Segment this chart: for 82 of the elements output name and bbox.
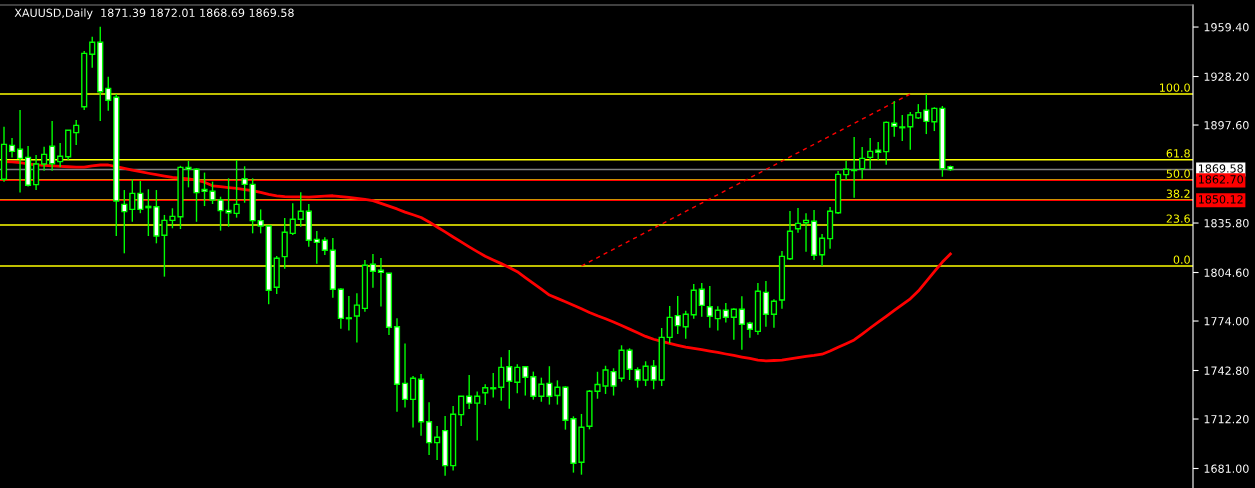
candlestick	[466, 374, 473, 410]
candlestick	[674, 295, 681, 335]
candlestick	[313, 230, 320, 265]
candlestick	[522, 366, 529, 397]
candlestick	[105, 75, 112, 112]
candlestick	[32, 154, 40, 191]
candlestick	[474, 390, 481, 442]
candlestick	[843, 160, 850, 181]
candlestick	[353, 292, 360, 344]
candlestick	[931, 106, 938, 132]
candlestick	[297, 191, 304, 228]
candlestick	[49, 120, 56, 172]
candlestick	[16, 109, 24, 194]
candlestick	[907, 111, 914, 151]
candlestick	[714, 305, 721, 332]
candlestick	[369, 253, 377, 289]
candlestick	[530, 370, 537, 401]
candlestick	[706, 285, 713, 329]
candlestick	[425, 401, 433, 456]
candlestick	[698, 282, 705, 318]
candlestick	[121, 189, 128, 255]
candlestick	[730, 307, 737, 341]
ref-line-label: 1869.58	[1198, 164, 1243, 173]
candlestick	[482, 383, 489, 406]
annotation: 23.6	[1166, 214, 1190, 223]
candlestick	[818, 233, 826, 267]
candlestick	[891, 100, 898, 138]
y-tick-label: 1774.00	[1204, 317, 1249, 326]
ref-line-label: 1850.12	[1198, 195, 1243, 204]
candlestick	[851, 136, 858, 199]
candlestick	[433, 425, 441, 461]
candlestick	[899, 114, 906, 142]
annotation: 38.2	[1166, 189, 1190, 198]
y-tick-label: 1742.80	[1204, 366, 1249, 375]
ref-line-label: 1862.70	[1198, 175, 1243, 184]
candlestick	[650, 359, 657, 390]
candlestick	[506, 349, 513, 410]
candlestick	[345, 295, 352, 332]
candlestick	[289, 202, 296, 236]
candlestick	[241, 165, 248, 204]
candlestick	[682, 310, 689, 340]
annotation: 61.8	[1166, 149, 1190, 158]
candlestick	[514, 363, 521, 394]
annotation: 100.0	[1160, 83, 1190, 92]
candlestick	[458, 395, 465, 427]
chart-title: XAUUSD,Daily 1871.39 1872.01 1868.69 1869.58	[14, 8, 294, 20]
candlestick	[923, 93, 930, 135]
candlestick	[498, 356, 505, 402]
candlestick	[875, 141, 882, 161]
candlestick	[762, 280, 770, 328]
y-tick-label: 1928.20	[1204, 72, 1249, 81]
candlestick	[8, 137, 16, 159]
candlestick	[538, 376, 545, 403]
candlestick	[89, 36, 96, 69]
candlestick	[738, 295, 745, 351]
y-tick-label: 1681.00	[1204, 464, 1249, 473]
candlestick	[57, 142, 64, 168]
candlestick	[794, 207, 802, 234]
candlestick	[377, 257, 385, 308]
candlestick	[859, 146, 866, 180]
candlestick	[490, 372, 497, 399]
y-tick-label: 1959.40	[1204, 23, 1249, 32]
candlestick	[409, 375, 417, 429]
y-tick-label: 1804.60	[1204, 268, 1249, 277]
candlestick	[73, 119, 80, 146]
candlestick	[666, 305, 673, 344]
y-tick-label: 1835.80	[1204, 219, 1249, 228]
candlestick	[867, 137, 874, 170]
y-tick-label: 1712.20	[1204, 415, 1249, 424]
candlestick	[137, 180, 144, 214]
candlestick	[41, 146, 48, 172]
candlestick	[129, 178, 136, 223]
y-tick-label: 1897.60	[1204, 121, 1249, 130]
candlestick	[634, 366, 641, 389]
candlestick	[257, 208, 264, 235]
annotation: 0.0	[1173, 255, 1190, 264]
candlestick	[401, 342, 409, 409]
candlestick	[770, 298, 778, 329]
candlestick	[722, 302, 729, 324]
candlestick	[546, 365, 553, 406]
candlestick	[642, 360, 649, 387]
annotation: 50.0	[1166, 169, 1190, 178]
